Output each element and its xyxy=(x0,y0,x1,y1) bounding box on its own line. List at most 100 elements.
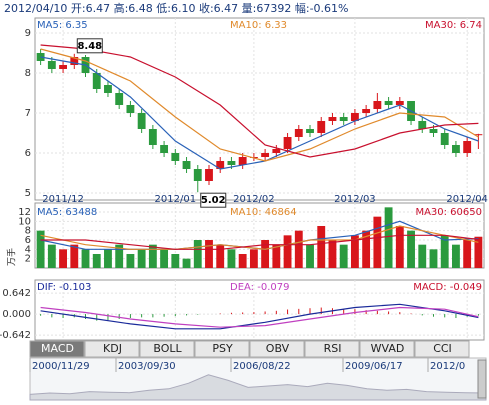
volume-bar xyxy=(452,244,460,268)
tab-label[interactable]: PSY xyxy=(212,342,233,355)
volume-bar xyxy=(328,240,337,268)
candle-body xyxy=(92,73,101,89)
ma-line xyxy=(40,44,479,158)
y-tick-label: 8 xyxy=(25,68,31,79)
volume-bar xyxy=(463,240,472,268)
timeline-label: 2009/06/17 xyxy=(345,361,403,372)
volume-bar xyxy=(317,226,326,268)
y-tick-label: 9 xyxy=(25,28,31,39)
tab[interactable] xyxy=(304,340,360,358)
volume-bar xyxy=(238,254,247,268)
volume-bar xyxy=(81,249,90,268)
candle-body xyxy=(283,137,292,149)
tab-label[interactable]: MACD xyxy=(41,342,74,355)
candle-body xyxy=(373,101,382,109)
candle-body xyxy=(59,65,67,69)
tab[interactable] xyxy=(414,340,470,358)
candle-body xyxy=(362,109,371,113)
volume-bar xyxy=(418,244,427,268)
tab[interactable] xyxy=(84,340,140,358)
timeline-label: 2006/08/22 xyxy=(233,361,291,372)
tab-label[interactable]: KDJ xyxy=(103,342,122,355)
candle-body xyxy=(384,101,393,105)
volume-bar xyxy=(227,249,236,268)
y-tick-label: 6 xyxy=(25,235,31,246)
volume-bar xyxy=(474,236,483,268)
legend-label: MA5: 63488 xyxy=(37,207,97,218)
volume-bar xyxy=(70,244,79,268)
volume-bar xyxy=(160,249,169,268)
candle-body xyxy=(47,61,56,69)
tab-label[interactable]: OBV xyxy=(266,342,290,355)
candle-body xyxy=(182,161,191,169)
candle-body xyxy=(193,169,202,181)
tab[interactable] xyxy=(194,340,250,358)
y-tick-label: 2 xyxy=(25,254,31,265)
y-tick-label: -0.642 xyxy=(0,330,31,341)
legend-label: MA5: 6.35 xyxy=(37,20,88,31)
volume-bar xyxy=(249,249,258,268)
volume-bar xyxy=(182,258,191,268)
y-tick-label: 12 xyxy=(18,207,31,218)
annotation-box xyxy=(200,192,227,208)
y-tick-label: 4 xyxy=(25,244,31,255)
y-tick-label: 0.000 xyxy=(2,309,31,320)
candle-body xyxy=(429,129,438,133)
candle-body xyxy=(395,101,404,105)
tab[interactable] xyxy=(249,340,305,358)
volume-bar xyxy=(306,244,314,268)
candle-body xyxy=(137,113,146,129)
timeline-label: 2000/11/29 xyxy=(32,361,90,372)
x-tick-label: 2012/01 xyxy=(155,194,197,205)
legend-label: MACD: -0.049 xyxy=(413,282,482,293)
timeline-handle[interactable] xyxy=(477,359,487,399)
tab[interactable] xyxy=(139,340,195,358)
volume-bar xyxy=(283,235,292,268)
volume-bar xyxy=(193,240,202,268)
ma-line xyxy=(40,48,479,162)
candle-body xyxy=(452,145,460,153)
volume-bar xyxy=(407,230,415,268)
candle-body xyxy=(440,133,449,145)
volume-bar xyxy=(350,235,359,268)
volume-bar xyxy=(137,249,146,268)
volume-bar xyxy=(362,230,371,268)
x-tick-label: 2011/12 xyxy=(42,194,84,205)
legend-label: MA30: 6.74 xyxy=(425,20,482,31)
x-tick-label: 2012/03 xyxy=(334,194,376,205)
candle-body xyxy=(115,93,124,105)
volume-bar xyxy=(395,226,404,268)
volume-bar xyxy=(429,249,438,268)
y-tick-label: 0.642 xyxy=(2,288,31,299)
candle-body xyxy=(126,105,135,113)
tab-label[interactable]: BOLL xyxy=(153,342,182,355)
annotation: 5.02 xyxy=(201,195,226,206)
x-tick-label: 2012/02 xyxy=(233,194,275,205)
tab-label[interactable]: RSI xyxy=(324,342,342,355)
volume-bar xyxy=(104,249,112,268)
candle-body xyxy=(328,117,337,121)
ma-line xyxy=(40,306,479,328)
tab[interactable] xyxy=(359,340,415,358)
tab-label[interactable]: WVAD xyxy=(371,342,405,355)
volume-bar xyxy=(148,244,157,268)
candle-body xyxy=(339,117,348,121)
legend-label: MA30: 60650 xyxy=(415,207,482,218)
header: 2012/04/10 开:6.47 高:6.48 低:6.10 收:6.47 量… xyxy=(4,1,349,15)
ma-line xyxy=(40,225,479,250)
volume-frame xyxy=(34,202,485,269)
candle-body xyxy=(160,145,169,153)
y-tick-label: 7 xyxy=(25,108,31,119)
candle-body xyxy=(238,157,247,165)
timeline-label: 2012/0 xyxy=(430,361,465,372)
tab[interactable] xyxy=(29,340,85,358)
candle-body xyxy=(317,121,326,133)
volume-bar xyxy=(92,254,101,268)
tab-label[interactable]: CCI xyxy=(433,342,452,355)
legend-label: MA10: 46864 xyxy=(230,207,297,218)
volume-bar xyxy=(36,230,45,268)
legend-label: DEA: -0.079 xyxy=(230,282,289,293)
candle-body xyxy=(70,57,79,65)
legend-label: DIF: -0.103 xyxy=(37,282,91,293)
candle-body xyxy=(294,129,303,137)
